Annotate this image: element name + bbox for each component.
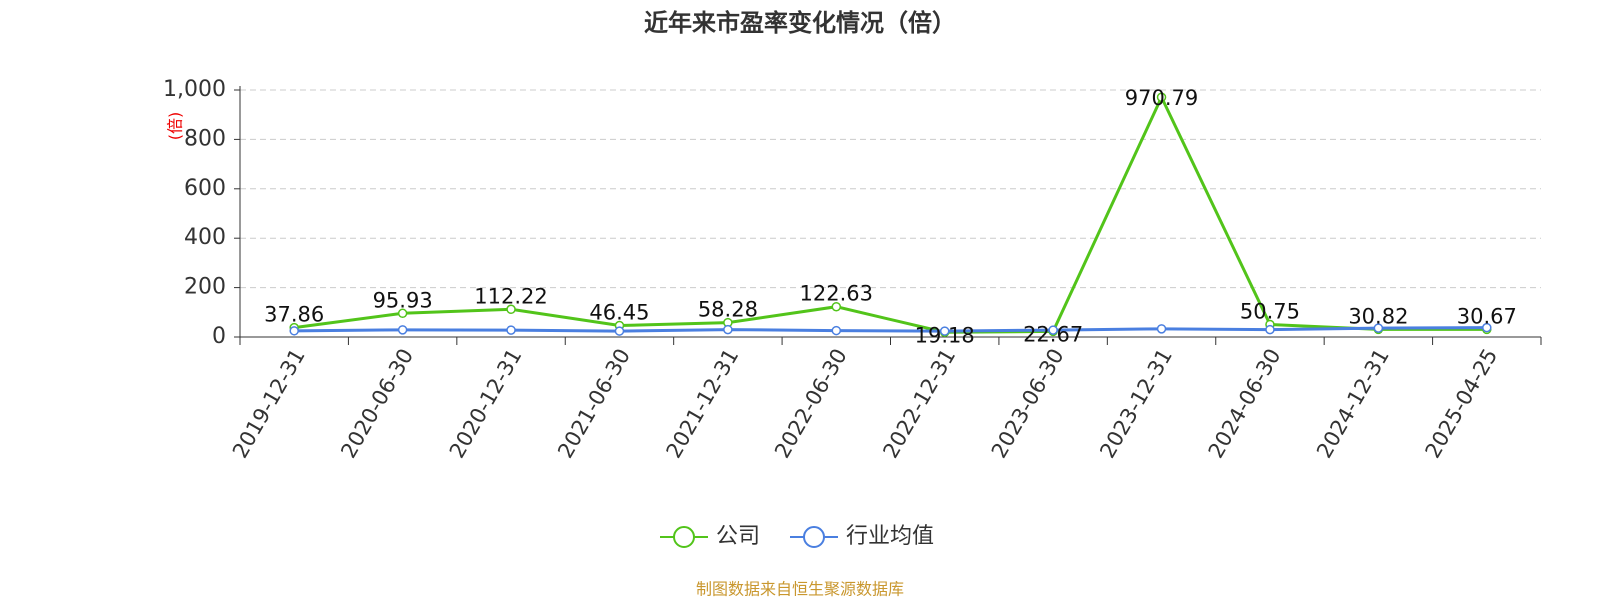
point [1156, 324, 1167, 334]
point [289, 326, 299, 336]
point [506, 325, 516, 335]
y-tick-label: 1,000 [163, 77, 226, 102]
x-tick-label: 2020-12-31 [445, 345, 527, 463]
legend-item: 行业均值 [790, 524, 934, 549]
data-label: 970.79 [1125, 86, 1198, 110]
point [1373, 323, 1384, 333]
chart-title: 近年来市盈率变化情况（倍） [644, 9, 956, 37]
x-tick-label: 2020-06-30 [336, 345, 418, 463]
data-label: 19.18 [915, 323, 975, 347]
y-axis-label: (倍) [166, 112, 185, 141]
point [614, 326, 625, 336]
data-label: 122.63 [800, 282, 873, 306]
data-label: 46.45 [589, 301, 649, 325]
point [397, 325, 408, 335]
point [397, 308, 408, 319]
y-tick-label: 800 [184, 126, 226, 151]
series-line [294, 93, 1487, 334]
y-tick-label: 600 [184, 176, 226, 201]
point [831, 325, 842, 336]
point [1156, 92, 1167, 102]
x-tick-label: 2023-12-31 [1095, 345, 1177, 463]
y-tick-label: 400 [184, 225, 226, 250]
y-tick-label: 200 [184, 275, 226, 300]
data-label: 30.82 [1348, 304, 1408, 328]
legend-label: 公司 [716, 524, 760, 549]
legend-item: 公司 [660, 524, 760, 549]
point [1048, 325, 1058, 335]
y-tick-label: 0 [212, 324, 226, 349]
legend-marker [673, 526, 695, 548]
data-label: 112.22 [474, 284, 547, 308]
x-tick-label: 2024-06-30 [1204, 345, 1286, 463]
x-tick-label: 2024-12-31 [1312, 345, 1394, 463]
point [831, 301, 842, 312]
data-label: 30.67 [1457, 304, 1517, 328]
legend-marker [803, 526, 825, 548]
x-tick-label: 2023-06-30 [987, 345, 1069, 463]
series-line [294, 326, 1487, 333]
point [506, 304, 516, 315]
point [723, 324, 733, 335]
data-label: 50.75 [1240, 299, 1300, 323]
data-label: 22.67 [1023, 322, 1083, 346]
source-note: 制图数据来自恒生聚源数据库 [696, 580, 904, 599]
x-tick-label: 2019-12-31 [228, 345, 310, 463]
x-tick-label: 2022-06-30 [770, 345, 852, 463]
data-label: 37.86 [264, 303, 324, 327]
x-tick-label: 2021-12-31 [662, 345, 744, 463]
x-tick-label: 2022-12-31 [878, 344, 960, 462]
point [939, 326, 950, 336]
x-tick-label: 2021-06-30 [553, 345, 635, 463]
x-tick-label: 2025-04-25 [1421, 345, 1503, 463]
point [1265, 324, 1275, 335]
point [1482, 322, 1492, 333]
data-label: 95.93 [373, 288, 433, 312]
data-label: 58.28 [698, 298, 758, 322]
legend-label: 行业均值 [846, 524, 934, 549]
